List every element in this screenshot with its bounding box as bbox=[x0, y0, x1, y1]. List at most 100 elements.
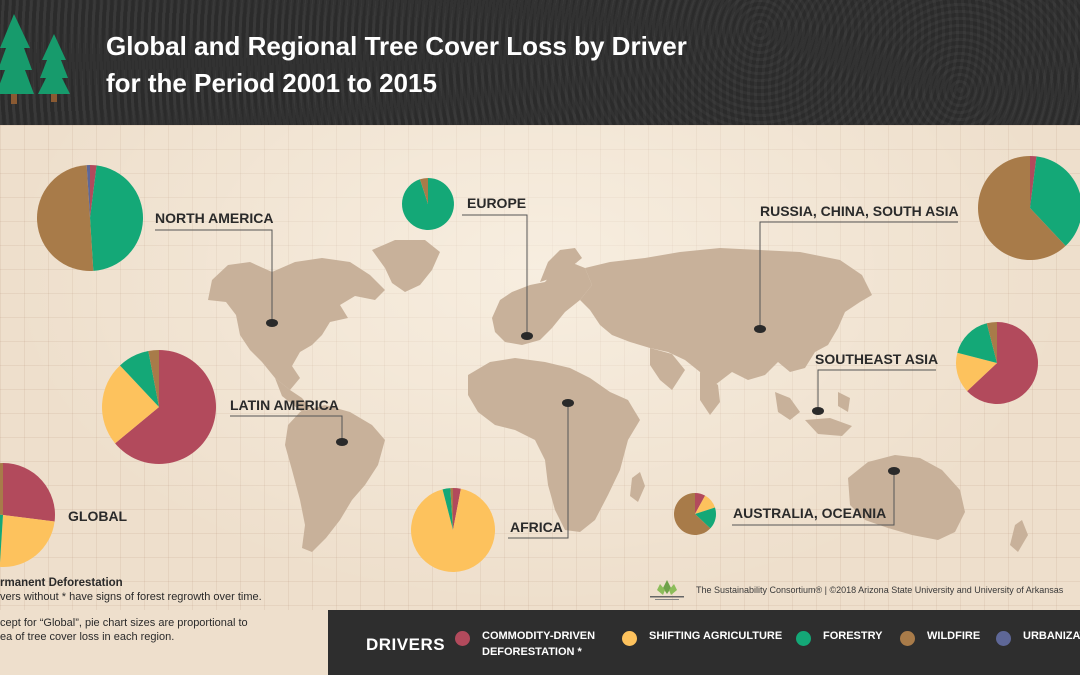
pie-latin-america bbox=[102, 350, 217, 464]
leader-line-southeast-asia bbox=[817, 369, 936, 411]
pie-slice-north-america-urbanization bbox=[86, 164, 90, 218]
legend-swatch-commodity bbox=[455, 631, 470, 646]
pie-slice-global-forestry bbox=[0, 514, 3, 563]
legend-item-urbanization: URBANIZATION bbox=[996, 628, 1080, 646]
new-zealand-shape bbox=[1010, 520, 1028, 552]
pie-southeast-asia bbox=[955, 322, 1038, 404]
legend-swatch-urbanization bbox=[996, 631, 1011, 646]
leader-line-europe bbox=[462, 214, 528, 336]
north-america-shape bbox=[208, 258, 385, 390]
pie-slice-russia-china-south-asia-forestry bbox=[1030, 156, 1080, 246]
pie-slice-latin-america-commodity bbox=[115, 350, 217, 464]
southeast-asia-islands-shape bbox=[775, 392, 852, 436]
legend-title: DRIVERS bbox=[366, 635, 446, 654]
leader-line-latin-america bbox=[230, 415, 343, 442]
pie-slice-latin-america-forestry bbox=[119, 351, 159, 407]
pie-slice-africa-commodity bbox=[453, 488, 461, 530]
pie-slice-europe-wildfire bbox=[419, 177, 428, 204]
marker-dot-australia-oceania bbox=[888, 467, 900, 475]
legend-item-wildfire: WILDFIRE bbox=[900, 628, 980, 646]
pie-slice-global-shifting bbox=[0, 515, 55, 567]
legend-label: DEFORESTATION * bbox=[482, 646, 582, 658]
footnote-line: vers without * have signs of forest regr… bbox=[0, 591, 262, 603]
legend-label: URBANIZATION bbox=[1023, 630, 1080, 642]
consortium-logo-icon bbox=[650, 580, 684, 600]
pie-slice-latin-america-wildfire bbox=[148, 350, 159, 407]
legend-item-commodity: COMMODITY-DRIVEN DEFORESTATION * bbox=[455, 628, 595, 660]
europe-shape bbox=[492, 262, 592, 345]
legend-swatch-forestry bbox=[796, 631, 811, 646]
pie-slice-global-wildfire bbox=[0, 463, 3, 515]
region-label-global: GLOBAL bbox=[68, 508, 128, 524]
central-america-shape bbox=[275, 378, 310, 412]
header-banner: Global and Regional Tree Cover Loss by D… bbox=[0, 0, 1080, 125]
madagascar-shape bbox=[630, 472, 645, 502]
asia-shape bbox=[580, 248, 872, 385]
pie-slice-north-america-wildfire bbox=[36, 165, 94, 272]
pie-global bbox=[0, 463, 56, 567]
footnote-line: ea of tree cover loss in each region. bbox=[0, 631, 175, 643]
pie-slice-africa-wildfire bbox=[450, 487, 453, 530]
region-label-africa: AFRICA bbox=[510, 519, 563, 535]
pie-australia-oceania bbox=[674, 493, 716, 535]
pie-slice-north-america-forestry bbox=[90, 165, 144, 271]
legend-item-shifting: SHIFTING AGRICULTURE bbox=[622, 628, 782, 646]
pie-slice-latin-america-shifting bbox=[102, 365, 159, 444]
pie-slice-australia-oceania-forestry bbox=[695, 507, 716, 529]
pie-slice-africa-forestry bbox=[442, 488, 453, 530]
marker-dot-russia-china-south-asia bbox=[754, 325, 766, 333]
footnote: rmanent Deforestation vers without * hav… bbox=[0, 576, 320, 644]
page-title: Global and Regional Tree Cover Loss by D… bbox=[106, 28, 687, 102]
pie-slice-russia-china-south-asia-wildfire bbox=[978, 156, 1066, 260]
legend-item-forestry: FORESTRY bbox=[796, 628, 883, 646]
footnote-heading: rmanent Deforestation bbox=[0, 577, 123, 589]
australia-shape bbox=[848, 455, 965, 540]
legend-swatch-shifting bbox=[622, 631, 637, 646]
title-line-1: Global and Regional Tree Cover Loss by D… bbox=[106, 31, 687, 61]
pie-slice-australia-oceania-shifting bbox=[695, 495, 715, 514]
legend-bar: DRIVERS COMMODITY-DRIVEN DEFORESTATION *… bbox=[328, 610, 1080, 675]
region-labels: NORTH AMERICA EUROPE RUSSIA, CHINA, SOUTH … bbox=[68, 195, 959, 535]
marker-dot-north-america bbox=[266, 319, 278, 327]
africa-shape bbox=[468, 358, 640, 532]
title-line-2: for the Period 2001 to 2015 bbox=[106, 68, 437, 98]
legend-label: FORESTRY bbox=[823, 630, 883, 642]
region-label-europe: EUROPE bbox=[467, 195, 526, 211]
credit-line: The Sustainability Consortium® | ©2018 A… bbox=[646, 578, 1080, 602]
leader-line-australia-oceania bbox=[732, 471, 895, 526]
pie-slice-australia-oceania-wildfire bbox=[674, 493, 711, 535]
pie-slice-australia-oceania-commodity bbox=[695, 493, 706, 514]
pie-europe bbox=[401, 177, 454, 231]
leader-line-russia-china-south-asia bbox=[759, 221, 958, 329]
footnote-line: cept for “Global”, pie chart sizes are p… bbox=[0, 617, 248, 629]
region-label-latin-america: LATIN AMERICA bbox=[230, 397, 339, 413]
arabia-india-shape bbox=[650, 348, 720, 415]
leader-line-north-america bbox=[155, 229, 273, 323]
world-map-land bbox=[208, 240, 1028, 552]
marker-dot-europe bbox=[521, 332, 533, 340]
pie-slice-southeast-asia-forestry bbox=[957, 323, 997, 363]
pie-charts bbox=[0, 156, 1080, 572]
region-label-russia-china-south-asia: RUSSIA, CHINA, SOUTH ASIA bbox=[760, 203, 959, 219]
pie-russia-china-south-asia bbox=[978, 156, 1080, 260]
pie-slice-russia-china-south-asia-commodity bbox=[1030, 156, 1037, 208]
scandinavia-shape bbox=[540, 248, 582, 282]
legend-label: WILDFIRE bbox=[927, 630, 981, 642]
region-label-southeast-asia: SOUTHEAST ASIA bbox=[815, 351, 938, 367]
pie-slice-global-commodity bbox=[3, 463, 56, 522]
legend-label: COMMODITY-DRIVEN bbox=[482, 630, 596, 642]
region-label-australia-oceania: AUSTRALIA, OCEANIA bbox=[733, 505, 886, 521]
marker-dot-southeast-asia bbox=[812, 407, 824, 415]
leader-line-africa bbox=[508, 403, 569, 539]
pie-slice-north-america-commodity bbox=[90, 165, 97, 218]
pie-north-america bbox=[36, 164, 144, 272]
pie-slice-southeast-asia-commodity bbox=[967, 322, 1038, 404]
legend-swatch-wildfire bbox=[900, 631, 915, 646]
credit-text: The Sustainability Consortium® | ©2018 A… bbox=[696, 585, 1064, 595]
marker-dot-africa bbox=[562, 399, 574, 407]
region-markers bbox=[266, 319, 900, 475]
pie-africa bbox=[411, 487, 496, 572]
pie-slice-southeast-asia-shifting bbox=[955, 352, 997, 392]
pie-slice-europe-forestry bbox=[401, 178, 454, 231]
